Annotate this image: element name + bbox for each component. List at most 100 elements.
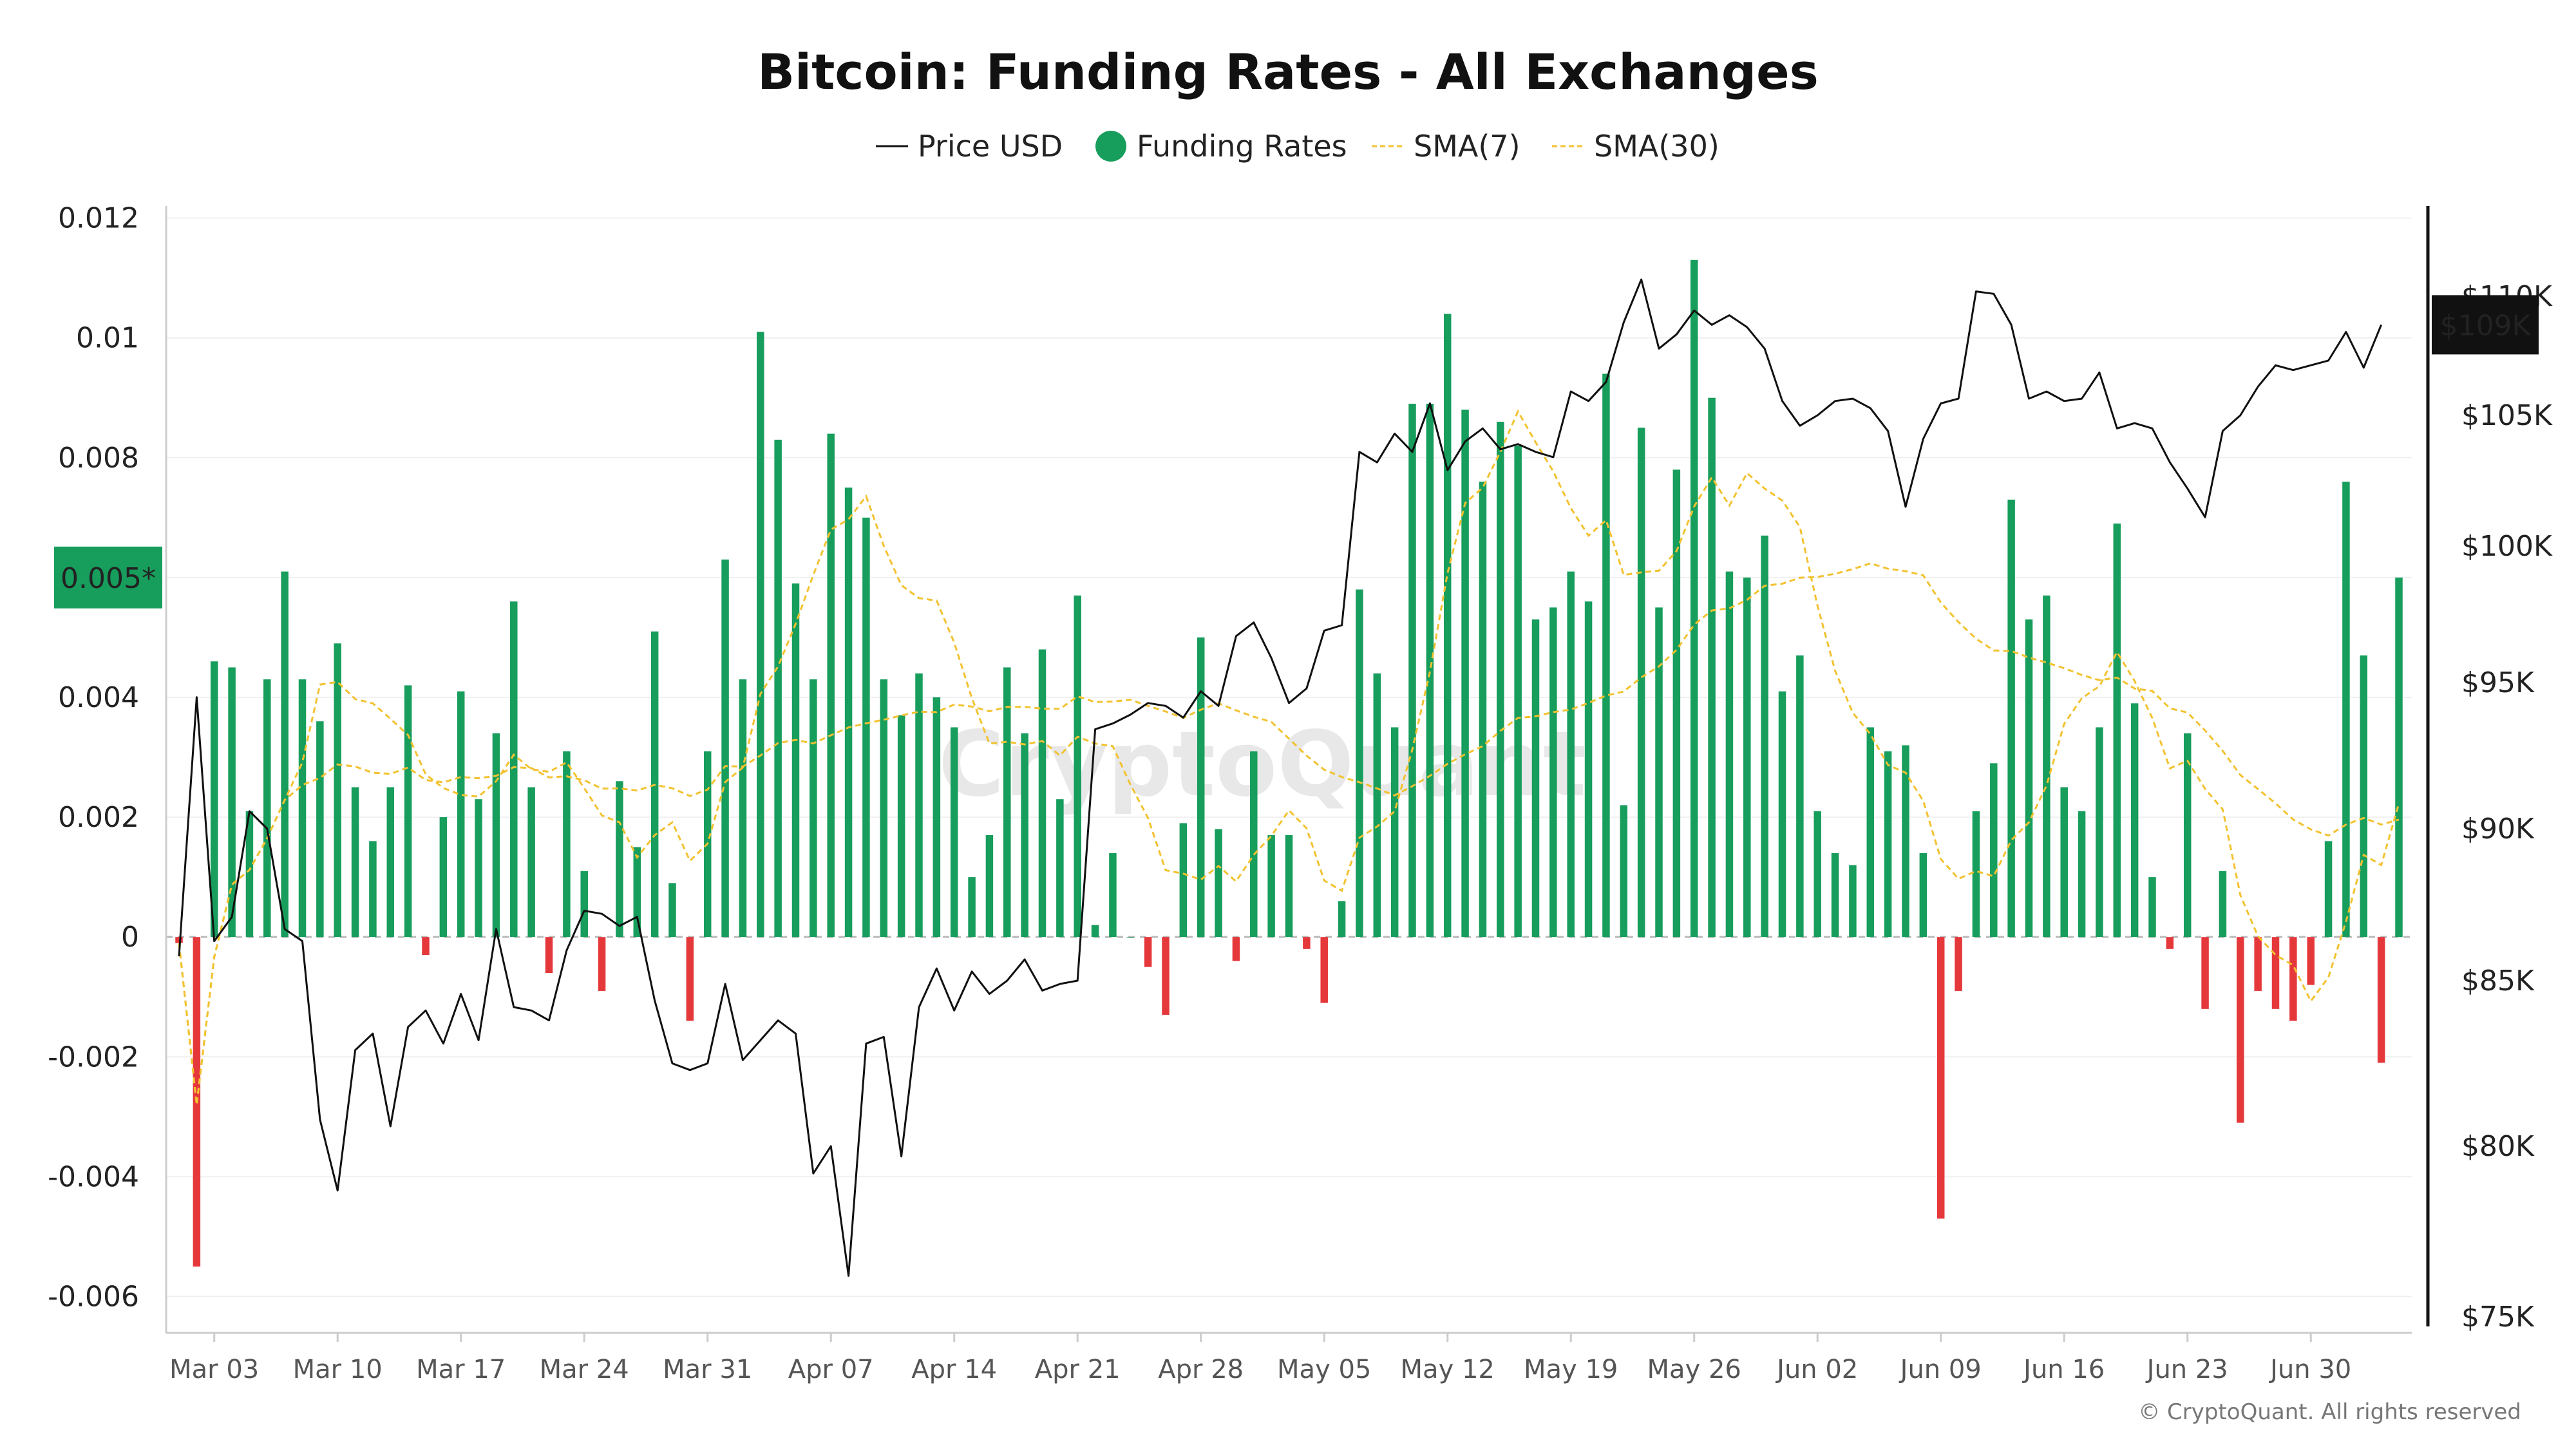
funding-rate-bar — [404, 685, 412, 938]
funding-rate-bar — [2324, 841, 2333, 938]
funding-rate-bar — [1778, 691, 1786, 938]
funding-rate-bar — [563, 751, 571, 938]
funding-rate-bar — [862, 517, 870, 938]
x-tick-label: Mar 31 — [663, 1355, 752, 1384]
left-value-badge — [54, 546, 162, 608]
funding-rate-bar — [1902, 745, 1909, 938]
funding-rate-bar — [1461, 410, 1469, 938]
funding-rate-bar — [2342, 482, 2350, 938]
funding-rate-bar — [1144, 937, 1152, 967]
funding-rate-bar — [1232, 937, 1240, 961]
funding-rate-bar — [1567, 571, 1575, 938]
funding-rate-bar — [1479, 482, 1487, 938]
y-left-tick-label: 0.008 — [58, 442, 139, 475]
y-left-tick-label: 0.004 — [58, 681, 139, 714]
x-tick-label: Apr 07 — [788, 1355, 874, 1384]
funding-rate-bar — [897, 715, 905, 938]
funding-rate-bar — [439, 817, 448, 938]
funding-rate-bar — [827, 433, 835, 938]
funding-rate-bar — [1267, 835, 1275, 938]
funding-rate-bar — [1637, 428, 1645, 938]
funding-rate-bar — [686, 937, 694, 1021]
funding-rate-bar — [475, 799, 482, 938]
legend-funding-swatch — [1095, 131, 1126, 162]
y-right-tick-label: $105K — [2461, 399, 2553, 432]
funding-rate-bar — [1602, 373, 1610, 938]
funding-rate-bar — [1091, 925, 1099, 938]
x-tick-label: Jun 02 — [1775, 1355, 1858, 1384]
funding-rate-bar — [1690, 259, 1698, 938]
right-price-badge — [2432, 295, 2539, 355]
funding-rate-bar — [1303, 937, 1311, 949]
funding-rate-bar — [316, 721, 324, 938]
funding-rate-bar — [422, 937, 430, 956]
x-tick-label: May 12 — [1401, 1355, 1495, 1384]
y-left-tick-label: -0.006 — [48, 1280, 139, 1313]
funding-rate-bar — [2254, 937, 2262, 991]
funding-rate-bar — [1197, 637, 1205, 938]
funding-rate-bar — [2043, 595, 2050, 938]
legend-label: Price USD — [918, 129, 1063, 164]
funding-rate-bar — [757, 332, 764, 938]
funding-rate-bar — [721, 559, 729, 938]
funding-rate-bar — [580, 871, 588, 938]
funding-rate-bar — [1514, 446, 1522, 938]
funding-rate-bar — [1620, 805, 1628, 938]
funding-rate-bar — [1320, 937, 1328, 1003]
funding-rate-bar — [774, 439, 782, 938]
x-tick-label: Jun 16 — [2022, 1355, 2105, 1384]
legend-label: SMA(30) — [1594, 129, 1719, 164]
funding-rate-bar — [2183, 733, 2192, 938]
funding-rate-bar — [2130, 703, 2139, 938]
y-right-tick-label: $95K — [2461, 666, 2535, 699]
y-left-tick-label: -0.004 — [48, 1160, 139, 1193]
funding-rate-bar — [844, 487, 853, 938]
funding-rate-bar — [1408, 404, 1416, 938]
funding-rate-bar — [369, 841, 377, 938]
funding-rate-bar — [2307, 937, 2315, 985]
y-right-tick-label: $80K — [2461, 1130, 2535, 1163]
funding-rate-bar — [1990, 763, 1998, 938]
funding-rate-bar — [386, 787, 395, 938]
funding-rate-bar — [1708, 397, 1716, 938]
funding-rate-bar — [1074, 595, 1081, 938]
x-tick-label: Apr 28 — [1158, 1355, 1244, 1384]
sma7-line — [178, 409, 2400, 1105]
funding-rate-bar — [281, 571, 289, 938]
funding-rate-bar — [334, 643, 341, 938]
y-left-tick-label: 0.002 — [58, 801, 139, 834]
funding-rate-bar — [2219, 871, 2227, 938]
funding-rate-bar — [1056, 799, 1064, 938]
funding-rate-bar — [298, 679, 307, 938]
funding-rate-bar — [1814, 811, 1821, 938]
funding-rate-bar — [1743, 577, 1751, 938]
legend-label: SMA(7) — [1414, 129, 1520, 164]
funding-rate-bar — [791, 583, 800, 938]
funding-rate-bar — [598, 937, 606, 991]
funding-rate-bar — [492, 733, 500, 938]
funding-rate-bar — [2237, 937, 2244, 1123]
funding-rate-bar — [810, 679, 817, 938]
funding-rate-bar — [950, 727, 958, 938]
value-badges: 0.005* $109K — [54, 295, 2539, 608]
funding-rate-bar — [933, 697, 941, 938]
funding-rate-bar — [2148, 877, 2156, 938]
funding-rate-bar — [2360, 655, 2368, 938]
funding-rate-bar — [1955, 937, 1962, 991]
y-left-tick-label: 0.01 — [76, 322, 139, 355]
funding-rate-bar — [633, 847, 641, 938]
funding-rate-bar — [1919, 853, 1927, 938]
funding-rate-bar — [1109, 853, 1117, 938]
funding-rate-bar — [2113, 523, 2121, 938]
funding-rate-bar — [245, 811, 254, 938]
funding-rate-bar — [880, 679, 888, 938]
funding-rate-bar — [739, 679, 747, 938]
funding-rate-bar — [1038, 649, 1046, 938]
left-value-badge-text: 0.005* — [61, 562, 156, 595]
funding-rate-bars — [175, 259, 2403, 1267]
funding-rate-bar — [2377, 937, 2385, 1063]
funding-rate-bar — [1866, 727, 1875, 938]
funding-rate-bar — [351, 787, 359, 938]
funding-rate-bar — [2166, 937, 2174, 949]
